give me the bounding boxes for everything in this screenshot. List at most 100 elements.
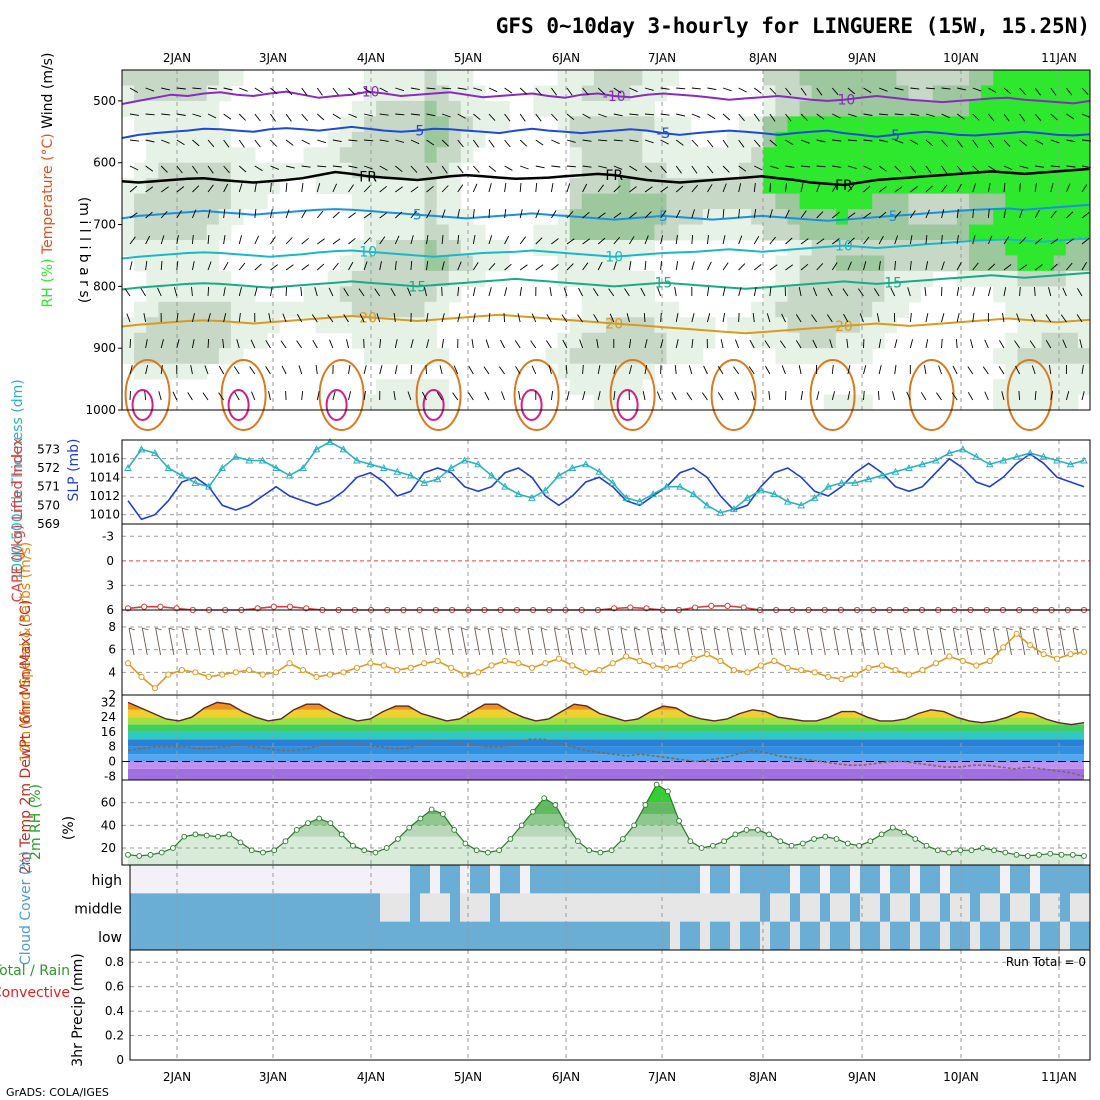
rh-cell (956, 116, 970, 133)
rh-cell (969, 85, 982, 102)
rh-cell (593, 224, 607, 241)
wind-barb (1019, 209, 1023, 219)
rh-cell (134, 224, 147, 241)
wind-barb (301, 183, 304, 193)
wind-barb (910, 139, 919, 145)
rh-cell (739, 116, 752, 133)
wind-barb (894, 260, 896, 271)
rh-cell (327, 301, 341, 318)
rh-point (136, 853, 143, 859)
cloud-cell (800, 865, 811, 894)
surface-wind-barb (567, 627, 574, 656)
isotherm-line (121, 313, 1091, 335)
wind-barb (223, 87, 233, 91)
cloud-cell (380, 865, 391, 894)
thickness-line-point (1080, 456, 1088, 464)
rh-cell (218, 162, 232, 179)
rh-cell (388, 147, 401, 164)
surface-wind-barb (381, 627, 388, 656)
rh-cell (956, 193, 970, 210)
wind-speed-line-point (919, 666, 926, 674)
wind-barb (282, 313, 287, 323)
wind-barb (988, 113, 995, 122)
wind-barb (1066, 262, 1073, 271)
wind-barb (800, 139, 810, 144)
slp-ytick: 1016 (89, 452, 120, 466)
rh-point (147, 851, 154, 858)
date-label-top: 9JAN (848, 51, 876, 65)
rh-cell (376, 394, 389, 411)
slp-line (127, 453, 1085, 521)
isotherm-label: FR (605, 168, 623, 184)
wind-barb (441, 261, 445, 271)
rh-cell (1041, 348, 1055, 365)
wind-barb (640, 287, 646, 297)
wind-barb (129, 139, 139, 142)
wind-barb (207, 313, 211, 323)
wind-barb (129, 113, 139, 116)
rh-cell (412, 332, 425, 349)
rh-cell (388, 85, 401, 102)
cloud-cell (990, 893, 1001, 923)
rh-cell (642, 348, 655, 365)
surface-wind-barb-flag (487, 627, 495, 631)
rh-cell (642, 178, 655, 195)
rh-cell (884, 147, 897, 164)
rh-cell (424, 394, 438, 411)
rh-point (316, 815, 323, 822)
cloud-cell (930, 893, 941, 923)
rh-cell (364, 348, 377, 365)
wind-barb (204, 365, 209, 375)
wind-barb (691, 87, 701, 90)
wind-barb (925, 261, 929, 271)
wind-barb (1019, 165, 1029, 169)
wind-barb (597, 212, 606, 219)
wind-barb (785, 87, 792, 96)
rh-cell (400, 131, 413, 148)
rh-cell (243, 193, 256, 210)
wind-barb (254, 209, 257, 219)
rh-cell (835, 178, 849, 195)
rh-cell (448, 131, 462, 148)
date-label-top: 2JAN (163, 51, 191, 65)
cloud-cell (160, 921, 171, 951)
cloud-cell (210, 921, 221, 951)
wind-barb (660, 87, 670, 90)
wind-barb (192, 185, 200, 193)
cloud-cell (660, 921, 671, 951)
rh-point (395, 836, 401, 842)
surface-wind-barb-flag (447, 627, 455, 631)
thickness-line-point (299, 463, 307, 471)
rh-cell (993, 394, 1006, 411)
cloud-cell (710, 893, 721, 923)
wind-barb (348, 365, 351, 375)
cloud-cell (170, 865, 181, 894)
wind-barb (254, 87, 263, 94)
rh-cell (1053, 70, 1067, 86)
wind-barb (285, 87, 293, 96)
rh-cell (424, 70, 438, 86)
rh-cell (860, 301, 873, 318)
rh-cell (908, 286, 922, 303)
wind-barb (832, 113, 841, 119)
rh-cell (1041, 363, 1055, 380)
surface-wind-barb-flag (514, 627, 521, 631)
wind-barb (160, 235, 165, 245)
wind-barb (909, 235, 913, 245)
rh-cell (388, 224, 401, 241)
wind-barb (316, 210, 324, 219)
wind-barb (145, 186, 154, 193)
rh-cell (872, 332, 885, 349)
cloud-cell (900, 893, 911, 923)
cloud-cell (330, 893, 341, 923)
rh-cell (339, 270, 353, 287)
temp-ylabel: 2m Temp 2m DewPt (6hr Min/Max) (°C) (18, 600, 34, 875)
rh-cell (1029, 394, 1043, 411)
wind-barb (691, 209, 695, 219)
wind-barb (358, 288, 365, 297)
rh-cell (1065, 70, 1079, 86)
surface-wind-barb-flag (1032, 627, 1040, 631)
wind-barb (390, 287, 396, 297)
rh-cell (618, 100, 631, 117)
wind-barb (348, 212, 356, 219)
